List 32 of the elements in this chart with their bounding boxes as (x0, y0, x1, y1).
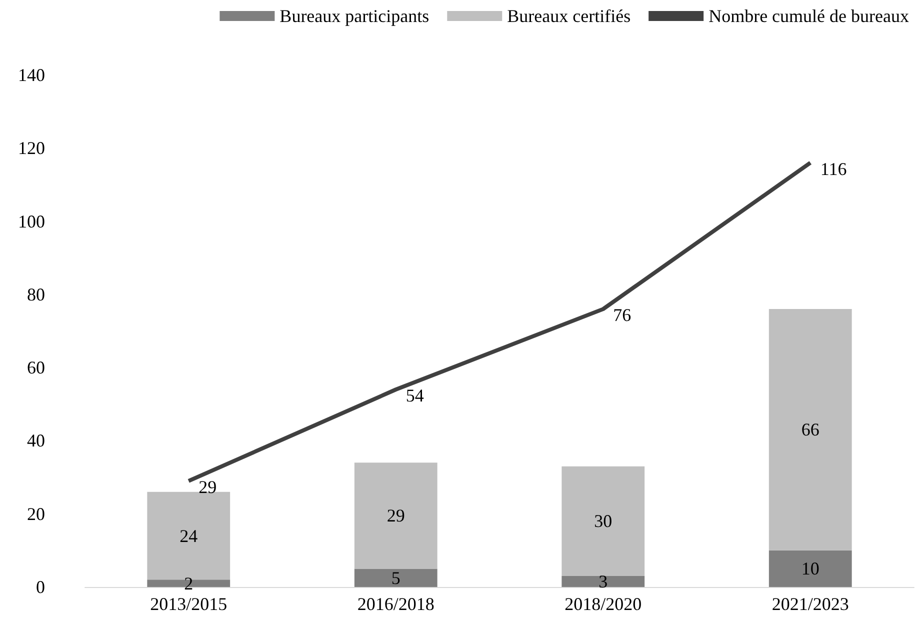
x-tick-label: 2013/2015 (150, 594, 228, 614)
x-tick-label: 2018/2020 (564, 594, 642, 614)
bar (354, 568, 438, 587)
data-label: 29 (198, 476, 217, 497)
data-label: 66 (801, 420, 820, 440)
y-tick-label: 0 (36, 577, 45, 597)
data-label: 29 (386, 506, 405, 526)
legend-label: Bureaux participants (280, 6, 430, 26)
y-tick-label: 120 (18, 138, 45, 158)
y-tick-label: 20 (27, 504, 45, 524)
y-tick-label: 140 (18, 65, 45, 85)
legend-label: Nombre cumulé de bureaux (708, 6, 910, 26)
y-tick-label: 40 (27, 430, 45, 451)
data-label: 116 (820, 158, 847, 179)
legend-label: Bureaux certifiés (507, 6, 631, 26)
y-tick-label: 100 (18, 211, 45, 232)
data-label: 3 (598, 572, 608, 592)
bar (768, 550, 852, 587)
x-tick-label: 2021/2023 (772, 594, 849, 614)
data-label: 54 (406, 386, 424, 406)
bar (768, 309, 852, 550)
data-label: 10 (801, 558, 820, 579)
data-label: 5 (391, 568, 400, 588)
x-tick-label: 2016/2018 (357, 594, 434, 614)
bar (354, 462, 438, 569)
data-label: 76 (613, 305, 632, 326)
data-label: 24 (180, 526, 198, 546)
data-label: 30 (594, 511, 612, 532)
bar (562, 466, 645, 576)
y-tick-label: 60 (27, 358, 45, 378)
bar (562, 576, 645, 587)
y-tick-label: 80 (27, 284, 45, 304)
